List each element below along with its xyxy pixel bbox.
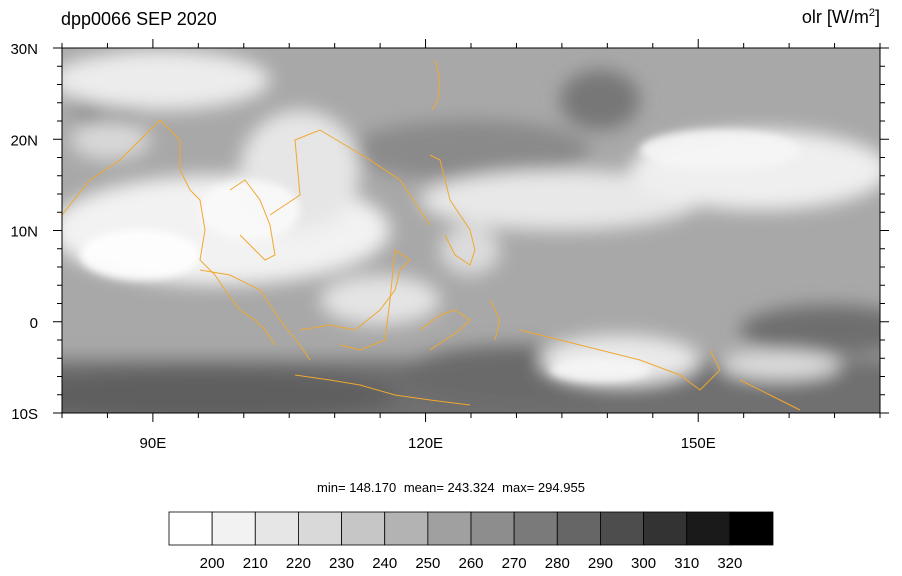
colorbar-swatch: [384, 511, 429, 546]
colorbar-swatch: [686, 511, 731, 546]
colorbar-swatch: [211, 511, 256, 546]
lat-tick-label: 10N: [10, 224, 38, 241]
coastline-layer: [62, 59, 801, 411]
colorbar-swatch: [556, 511, 601, 546]
stat-mean: mean= 243.324: [403, 480, 495, 495]
lat-tick-label: 0: [30, 315, 38, 332]
colorbar-swatch: [729, 511, 774, 546]
variable-label: olr [W/m2]: [801, 7, 880, 27]
colorbar-swatch: [513, 511, 558, 546]
olr-map: 30N 20N 10N 0 10S 90E 120E 150E: [10, 39, 889, 452]
axis-ticks: [53, 39, 889, 422]
colorbar-label: 310: [674, 555, 699, 572]
colorbar-label: 230: [329, 555, 354, 572]
colorbar-swatch: [643, 511, 688, 546]
olr-field: [62, 48, 880, 413]
colorbar-label: 260: [458, 555, 483, 572]
colorbar-label: 320: [717, 555, 742, 572]
colorbar-label: 270: [502, 555, 527, 572]
lon-tick-label: 150E: [681, 435, 716, 452]
colorbar-label: 220: [286, 555, 311, 572]
lon-tick-label: 120E: [408, 435, 443, 452]
colorbar-swatch: [254, 511, 299, 546]
colorbar-swatch: [427, 511, 472, 546]
colorbar-label: 210: [243, 555, 268, 572]
lat-tick-label: 20N: [10, 132, 38, 149]
colorbar-label: 250: [415, 555, 440, 572]
lat-tick-label: 10S: [11, 406, 38, 423]
colorbar-label: 290: [588, 555, 613, 572]
stats-line: min= 148.170 mean= 243.324 max= 294.955: [0, 480, 902, 495]
colorbar-label: 200: [200, 555, 225, 572]
colorbar-swatch: [298, 511, 342, 546]
colorbar-swatch: [168, 511, 213, 546]
colorbar-swatch: [341, 511, 386, 546]
colorbar-label: 280: [545, 555, 570, 572]
colorbar-swatch: [470, 511, 515, 546]
stat-min: min= 148.170: [317, 480, 397, 495]
lat-tick-label: 30N: [10, 41, 38, 58]
lon-tick-label: 90E: [140, 435, 167, 452]
colorbar-swatch: [600, 511, 644, 546]
colorbar-label: 240: [372, 555, 397, 572]
colorbar-label: 300: [631, 555, 656, 572]
plot-title: dpp0066 SEP 2020: [61, 9, 217, 29]
stat-max: max= 294.955: [502, 480, 585, 495]
axis-tick-labels: 30N 20N 10N 0 10S 90E 120E 150E: [10, 41, 715, 452]
